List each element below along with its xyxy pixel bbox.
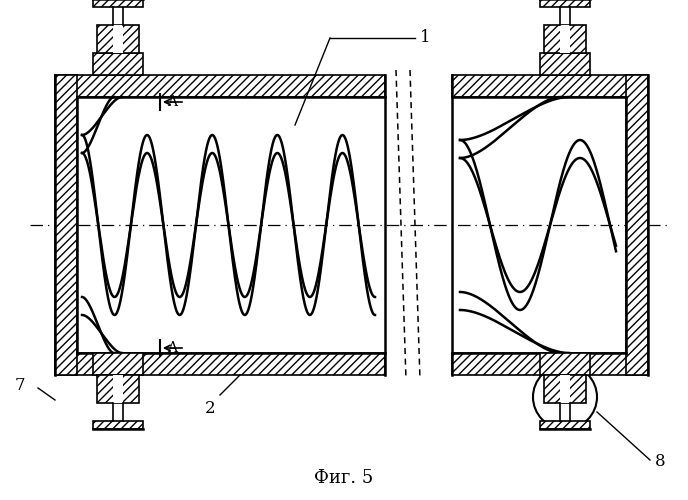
Text: 2: 2 <box>204 400 215 417</box>
Bar <box>93 353 143 375</box>
Bar <box>97 375 139 403</box>
Bar <box>93 0 143 7</box>
Bar <box>544 25 586 53</box>
Bar <box>93 421 143 429</box>
Text: A: A <box>167 95 177 109</box>
Bar <box>540 421 590 429</box>
Bar <box>55 75 77 375</box>
Text: Фиг. 5: Фиг. 5 <box>314 469 374 487</box>
Bar <box>540 353 590 375</box>
Bar <box>540 0 590 7</box>
Text: 1: 1 <box>420 30 431 46</box>
Text: A: A <box>167 341 177 355</box>
Bar <box>113 25 123 53</box>
Bar <box>540 53 590 75</box>
Bar <box>626 75 648 375</box>
Bar <box>113 375 123 403</box>
Bar <box>93 53 143 75</box>
Bar <box>452 75 648 97</box>
Bar <box>97 25 139 53</box>
Text: 7: 7 <box>14 376 25 394</box>
Bar <box>544 375 586 403</box>
Bar <box>55 353 385 375</box>
Bar <box>560 25 570 53</box>
Bar <box>560 375 570 403</box>
Text: 8: 8 <box>655 454 665 470</box>
Bar <box>452 353 648 375</box>
Bar <box>55 75 385 97</box>
